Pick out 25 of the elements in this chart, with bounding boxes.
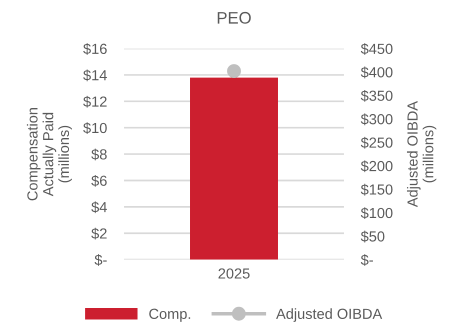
- y-tick-label: $10: [83, 122, 107, 134]
- y2-axis-title: Adjusted OIBDA (millions): [406, 101, 436, 208]
- y2-tick-label: $100: [360, 207, 393, 220]
- y-tick-label: $-: [94, 254, 107, 266]
- chart-title: PEO: [218, 12, 251, 24]
- y-tick-label: $12: [83, 96, 107, 108]
- y2-tick-label: $50: [360, 230, 384, 242]
- y-tick-label: $2: [91, 228, 107, 240]
- y2-tick-label: $450: [360, 43, 393, 55]
- y-tick-label: $16: [83, 43, 107, 55]
- y2-tick-label: $350: [360, 90, 393, 102]
- y-axis-title: Compensation Actually Paid (millions): [26, 108, 72, 200]
- y-tick-label: $6: [91, 174, 107, 187]
- y2-tick-label: $-: [360, 254, 373, 266]
- y-tick-label: $14: [83, 69, 107, 82]
- y2-tick-label: $150: [360, 184, 393, 196]
- legend-label: Comp.: [149, 308, 190, 322]
- y2-tick-label: $200: [360, 160, 393, 172]
- y2-tick-label: $300: [360, 113, 393, 126]
- y2-tick-label: $400: [360, 66, 393, 78]
- legend-label: Adjusted OIBDA: [276, 308, 382, 322]
- y-tick-label: $4: [91, 201, 107, 214]
- x-tick-label: 2025: [218, 268, 250, 279]
- y2-tick-label: $250: [360, 136, 393, 149]
- y-tick-label: $8: [91, 148, 107, 160]
